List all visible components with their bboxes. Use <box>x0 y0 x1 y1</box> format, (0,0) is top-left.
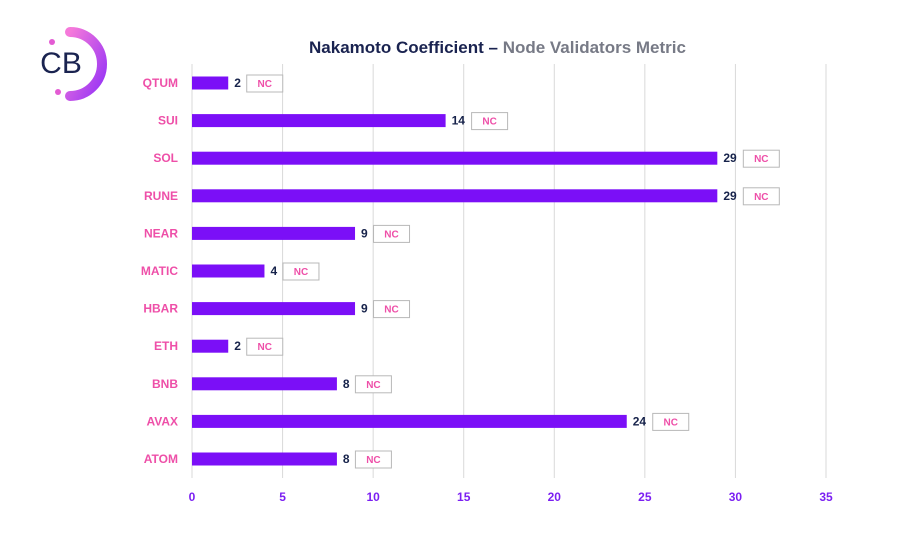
logo: CB <box>30 27 107 101</box>
chart-title-main: Nakamoto Coefficient <box>309 38 484 57</box>
logo-text: CB <box>40 47 82 80</box>
category-label: AVAX <box>146 414 178 428</box>
nc-badge-text: NC <box>258 342 272 353</box>
value-label: 29 <box>723 189 737 203</box>
chart-title: Nakamoto Coefficient – Node Validators M… <box>0 38 897 58</box>
nc-badge-text: NC <box>366 380 380 391</box>
value-label: 14 <box>452 114 466 128</box>
value-label: 29 <box>723 151 737 165</box>
value-label: 8 <box>343 452 350 466</box>
value-label: 4 <box>270 264 277 278</box>
value-label: 8 <box>343 377 350 391</box>
value-label: 2 <box>234 76 241 90</box>
nc-badge-text: NC <box>664 417 678 428</box>
bar-atom <box>192 452 337 466</box>
bar-eth <box>192 339 229 353</box>
x-tick-label: 15 <box>457 490 471 504</box>
value-label: 24 <box>633 414 647 428</box>
nc-badge <box>742 187 780 206</box>
nc-badge <box>246 337 284 356</box>
x-tick-label: 30 <box>729 490 743 504</box>
nc-badge-text: NC <box>366 455 380 466</box>
nc-badge-text: NC <box>754 154 768 165</box>
nc-badge <box>373 224 411 243</box>
bar-sol <box>192 151 718 165</box>
bar-matic <box>192 264 265 278</box>
x-tick-label: 25 <box>638 490 652 504</box>
category-label: QTUM <box>143 76 178 90</box>
nc-badge <box>471 112 509 131</box>
nc-badge <box>373 300 411 319</box>
x-tick-label: 20 <box>548 490 562 504</box>
nc-badge <box>246 74 284 93</box>
nc-badge-text: NC <box>482 117 496 128</box>
value-label: 9 <box>361 226 368 240</box>
x-tick-label: 10 <box>366 490 380 504</box>
value-label: 2 <box>234 339 241 353</box>
bars <box>192 76 718 466</box>
category-label: ETH <box>154 339 178 353</box>
category-label: HBAR <box>143 302 178 316</box>
nc-badge-text: NC <box>384 229 398 240</box>
chart-title-sub: Node Validators Metric <box>502 38 686 57</box>
category-label: ATOM <box>144 452 178 466</box>
value-label: 9 <box>361 302 368 316</box>
category-label: MATIC <box>141 264 178 278</box>
category-label: BNB <box>152 377 178 391</box>
logo-graphic: CB <box>40 27 107 101</box>
nc-badge <box>282 262 320 281</box>
chart-title-separator: – <box>483 38 503 57</box>
x-tick-label: 35 <box>819 490 833 504</box>
nc-badge-text: NC <box>384 305 398 316</box>
bar-bnb <box>192 377 337 391</box>
category-label: SUI <box>158 114 178 128</box>
nc-badge <box>354 450 392 469</box>
nc-badge-text: NC <box>294 267 308 278</box>
nc-badge-text: NC <box>754 192 768 203</box>
nc-badge <box>354 375 392 394</box>
bar-sui <box>192 114 446 128</box>
x-tick-label: 5 <box>279 490 286 504</box>
category-label: SOL <box>153 151 178 165</box>
bar-hbar <box>192 302 356 316</box>
category-label: RUNE <box>144 189 178 203</box>
x-tick-label: 0 <box>189 490 196 504</box>
nc-badge <box>742 149 780 168</box>
bar-qtum <box>192 76 229 90</box>
nc-badge-text: NC <box>258 79 272 90</box>
category-label: NEAR <box>144 226 178 240</box>
bar-rune <box>192 189 718 203</box>
bar-near <box>192 226 356 240</box>
bar-avax <box>192 414 627 428</box>
nc-badge <box>652 412 690 431</box>
